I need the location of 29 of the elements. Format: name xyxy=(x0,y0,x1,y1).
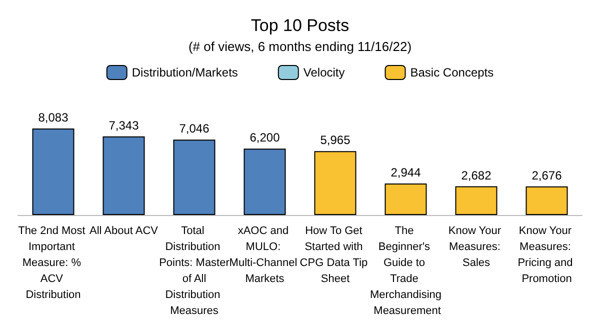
data-label: 7,343 xyxy=(108,118,140,132)
x-tick-label: Know Your Measures: Sales xyxy=(448,225,504,269)
x-tick-label: The 2nd Most Important Measure: % ACV Distribution xyxy=(18,225,88,301)
data-label: 8,083 xyxy=(38,110,69,125)
data-label: 7,046 xyxy=(179,122,210,136)
data-label: 2,682 xyxy=(461,168,492,182)
legend-label: Distribution/Markets xyxy=(132,66,238,80)
bar xyxy=(526,186,568,215)
x-tick-label: Know Your Measures: Pricing and Promotion xyxy=(518,225,576,285)
legend-label: Velocity xyxy=(303,66,345,80)
x-tick-label: All About ACV xyxy=(90,225,159,237)
x-tick-label: Total Distribution Points: Master of All Distribution Measures xyxy=(159,225,230,317)
bar xyxy=(244,148,286,215)
x-tick-label: xAOC and MULO: Multi-Channel Markets xyxy=(229,225,300,285)
bar xyxy=(102,136,145,215)
legend-label: Basic Concepts xyxy=(410,66,494,80)
bar xyxy=(32,128,74,215)
data-label: 2,676 xyxy=(532,168,562,182)
data-label: 5,965 xyxy=(320,133,351,148)
bar xyxy=(384,184,427,215)
x-tick-label: How To Get Started with CPG Data Tip Sheet xyxy=(300,225,371,285)
bar xyxy=(173,140,216,215)
chart-title: Top 10 Posts xyxy=(250,16,350,35)
x-tick-label: The Beginner's Guide to Trade Merchandising Measurement xyxy=(370,225,442,317)
bar xyxy=(314,151,356,215)
chart-subtitle: (# of views, 6 months ending 11/16/22) xyxy=(188,39,412,54)
data-label: 2,944 xyxy=(390,166,422,180)
bar xyxy=(455,186,498,215)
data-label: 6,200 xyxy=(250,130,280,145)
